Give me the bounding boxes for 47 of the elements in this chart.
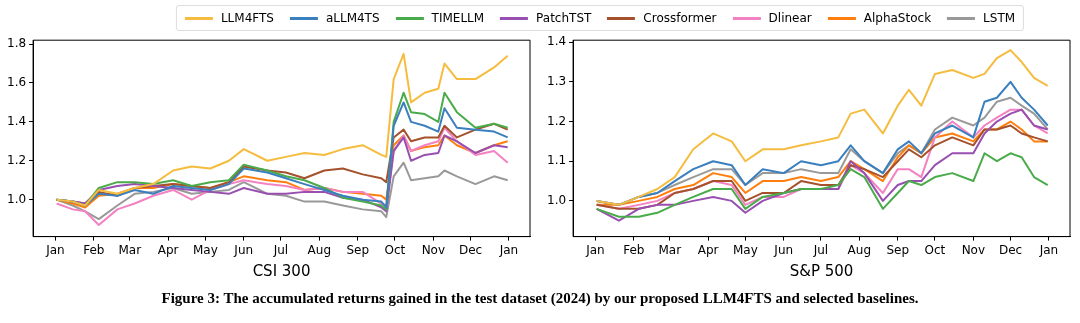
y-tick-label: 1.8 bbox=[6, 36, 27, 51]
legend-label: TIMELLM bbox=[431, 11, 485, 25]
legend-label: AlphaStock bbox=[863, 11, 932, 25]
x-tick-label: Aug bbox=[307, 242, 332, 257]
legend-label: aLLM4TS bbox=[325, 11, 380, 25]
x-tick-label: Feb bbox=[83, 242, 105, 257]
legend-label: PatchTST bbox=[536, 11, 592, 25]
x-tick-label: May bbox=[732, 242, 758, 257]
x-axis-title: S&P 500 bbox=[789, 261, 854, 280]
y-tick-label: 1.3 bbox=[546, 73, 567, 88]
x-tick-label: Jun bbox=[233, 242, 254, 257]
x-tick-label: Apr bbox=[157, 242, 179, 257]
x-tick-label: Jan bbox=[45, 242, 65, 257]
x-tick-label: Mar bbox=[658, 242, 682, 257]
x-tick-label: Jan bbox=[498, 242, 519, 257]
legend-label: Crossformer bbox=[643, 11, 717, 25]
caption: Figure 3: The accumulated returns gained in the test dataset (2024) by our proposed LLM4FTS and selected baselines. bbox=[160, 290, 920, 307]
x-tick-label: Sep bbox=[886, 242, 910, 257]
y-tick-label: 1.4 bbox=[546, 34, 567, 49]
y-tick-label: 1.0 bbox=[546, 193, 567, 208]
x-tick-label: Sep bbox=[346, 242, 370, 257]
legend-label: LSTM bbox=[983, 11, 1016, 25]
x-tick-label: Apr bbox=[697, 242, 719, 257]
x-tick-label: Mar bbox=[118, 242, 142, 257]
y-tick-label: 1.0 bbox=[6, 191, 27, 206]
x-tick-label: Jul bbox=[272, 242, 289, 257]
y-tick-label: 1.1 bbox=[546, 153, 567, 168]
x-tick-label: Jan bbox=[585, 242, 605, 257]
y-tick-label: 1.2 bbox=[6, 152, 27, 167]
x-tick-label: Nov bbox=[421, 242, 446, 257]
x-tick-label: Jan bbox=[1038, 242, 1059, 257]
x-tick-label: Nov bbox=[961, 242, 986, 257]
y-tick-label: 1.2 bbox=[546, 113, 567, 128]
x-tick-label: Jul bbox=[812, 242, 829, 257]
x-tick-label: Aug bbox=[847, 242, 872, 257]
y-tick-label: 1.6 bbox=[6, 75, 27, 90]
x-tick-label: Dec bbox=[458, 242, 483, 257]
legend-label: LLM4FTS bbox=[220, 11, 274, 25]
x-tick-label: Dec bbox=[998, 242, 1023, 257]
x-axis-title: CSI 300 bbox=[252, 261, 311, 280]
x-tick-label: Oct bbox=[924, 242, 946, 257]
x-tick-label: Feb bbox=[623, 242, 645, 257]
x-tick-label: Jun bbox=[773, 242, 794, 257]
x-tick-label: Oct bbox=[384, 242, 406, 257]
x-tick-label: May bbox=[192, 242, 218, 257]
y-tick-label: 1.4 bbox=[6, 114, 27, 128]
legend-label: Dlinear bbox=[768, 11, 812, 25]
